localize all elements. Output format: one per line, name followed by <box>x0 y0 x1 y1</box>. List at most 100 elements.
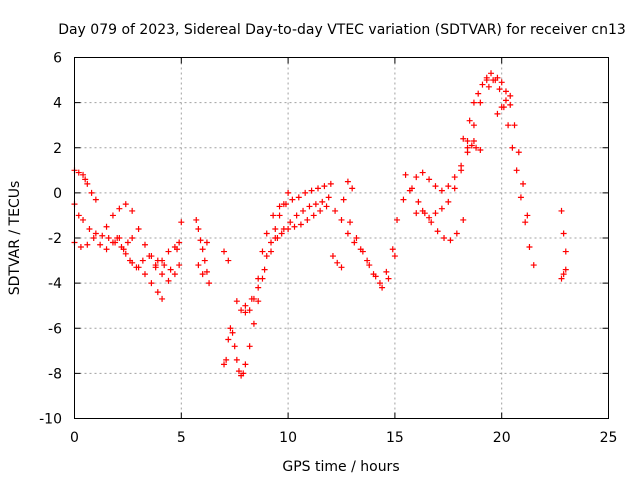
y-tick-label: 0 <box>53 186 62 202</box>
data-point <box>394 216 401 223</box>
data-point <box>310 212 317 219</box>
data-point <box>161 262 168 269</box>
data-point <box>259 248 266 255</box>
data-point <box>483 74 490 81</box>
data-point <box>445 183 452 190</box>
data-point <box>109 212 116 219</box>
x-tick-label: 10 <box>279 430 297 446</box>
data-point <box>338 264 345 271</box>
data-point <box>505 122 512 129</box>
data-point <box>263 253 270 260</box>
data-point <box>203 239 210 246</box>
chart-title: Day 079 of 2023, Sidereal Day-to-day VTE… <box>58 22 626 38</box>
data-point <box>485 83 492 90</box>
data-point <box>400 196 407 203</box>
data-point <box>432 183 439 190</box>
y-tick-label: -8 <box>48 366 62 382</box>
data-point <box>321 183 328 190</box>
data-point <box>80 216 87 223</box>
data-point <box>502 88 509 95</box>
data-point <box>562 248 569 255</box>
data-point <box>235 368 242 375</box>
data-point <box>178 219 185 226</box>
data-point <box>289 196 296 203</box>
data-point <box>490 77 497 84</box>
series-satellite-track-p <box>332 207 401 287</box>
data-point <box>438 187 445 194</box>
series-satellite-track-m <box>242 194 332 309</box>
data-point <box>558 207 565 214</box>
data-point <box>562 266 569 273</box>
y-tick-label: -2 <box>48 231 62 247</box>
data-point <box>225 257 232 264</box>
data-point <box>165 248 172 255</box>
data-point <box>432 210 439 217</box>
data-point <box>293 212 300 219</box>
data-point <box>464 137 471 144</box>
y-tick-labels: -10 -8 -6 -4 -2 0 2 4 6 <box>39 51 62 428</box>
series-satellite-track-c <box>71 235 166 302</box>
series-satellite-track-g <box>178 219 185 226</box>
data-point <box>376 280 383 287</box>
data-point <box>238 307 245 314</box>
y-tick-label: 6 <box>53 51 62 67</box>
data-point <box>419 169 426 176</box>
data-point <box>103 223 110 230</box>
data-point <box>221 361 228 368</box>
data-point <box>129 235 136 241</box>
data-point <box>464 144 471 151</box>
data-point <box>86 225 93 232</box>
data-point <box>389 246 396 253</box>
data-point <box>415 198 422 205</box>
data-point <box>344 178 351 185</box>
series-satellite-track-d <box>103 201 181 273</box>
data-point <box>494 110 501 117</box>
series-satellite-track-j <box>221 325 234 368</box>
data-point <box>233 356 240 363</box>
data-point <box>139 257 146 264</box>
data-point <box>317 207 324 214</box>
data-point <box>176 262 183 269</box>
y-tick-label: 4 <box>53 96 62 112</box>
data-point <box>507 92 514 99</box>
data-point <box>278 230 285 237</box>
x-tick-label: 25 <box>600 430 618 446</box>
data-point <box>515 149 522 156</box>
series-satellite-track-h <box>193 216 213 287</box>
data-point <box>428 219 435 226</box>
data-point <box>276 212 283 219</box>
data-point <box>261 266 268 273</box>
y-tick-label: -6 <box>48 321 62 337</box>
data-point <box>255 298 262 305</box>
data-point <box>80 171 87 178</box>
series-satellite-track-w <box>466 70 537 269</box>
data-point <box>276 203 283 210</box>
data-point <box>167 266 174 273</box>
data-point <box>92 230 99 237</box>
data-point <box>129 207 136 214</box>
data-point <box>522 219 529 226</box>
data-point <box>473 144 480 151</box>
data-point <box>203 268 210 275</box>
series-satellite-track-x <box>485 74 531 219</box>
y-axis-label: SDTVAR / TECUs <box>7 181 23 296</box>
data-point <box>479 81 486 88</box>
data-point <box>426 214 433 221</box>
data-point <box>195 262 202 269</box>
data-point <box>402 171 409 178</box>
data-point <box>135 225 142 232</box>
data-point <box>122 250 129 257</box>
data-point <box>295 194 302 201</box>
data-point <box>520 180 527 187</box>
data-point <box>92 196 99 203</box>
data-point <box>270 212 277 219</box>
data-point <box>268 239 275 246</box>
series-satellite-track-t <box>402 171 467 244</box>
data-point <box>560 230 567 237</box>
x-axis-label: GPS time / hours <box>282 459 399 475</box>
data-point <box>385 275 392 282</box>
data-point <box>353 235 360 241</box>
grid <box>74 57 609 419</box>
y-tick-label: -4 <box>48 276 62 292</box>
data-point <box>124 239 131 246</box>
